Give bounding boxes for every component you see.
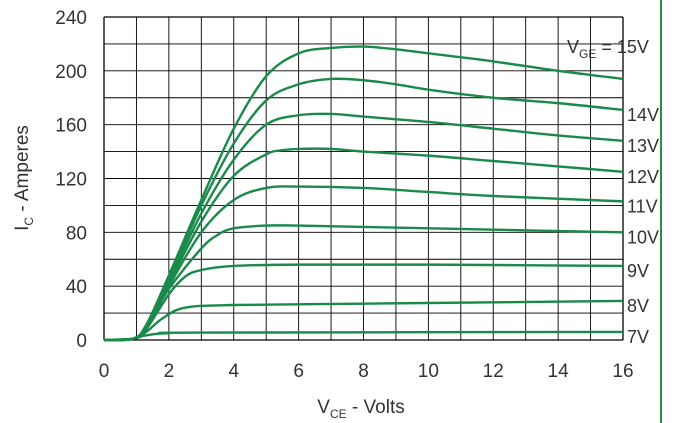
x-tick-label: 12 xyxy=(483,361,504,382)
y-tick-label: 160 xyxy=(55,116,87,137)
curve-label-7V: 7V xyxy=(627,327,649,347)
x-tick-label: 4 xyxy=(228,361,239,382)
x-tick-label: 16 xyxy=(612,361,633,382)
y-tick-label: 80 xyxy=(66,223,87,244)
x-tick-label: 0 xyxy=(99,361,110,382)
curve-label-9V: 9V xyxy=(627,261,649,281)
y-tick-label: 200 xyxy=(55,62,87,83)
curve-label-14V: 14V xyxy=(627,105,659,125)
chart-grid xyxy=(103,16,624,341)
curve-label-vge: VGE = 15V xyxy=(567,37,649,61)
x-tick-label: 2 xyxy=(164,361,175,382)
x-tick-label: 10 xyxy=(418,361,439,382)
curve-label-8V: 8V xyxy=(627,296,649,316)
chart-curves xyxy=(103,45,624,342)
y-tick-label: 120 xyxy=(55,170,87,191)
y-tick-label: 0 xyxy=(76,331,87,352)
curve-label-10V: 10V xyxy=(627,227,659,247)
x-tick-label: 14 xyxy=(548,361,570,382)
y-tick-label: 40 xyxy=(66,277,87,298)
x-tick-label: 8 xyxy=(358,361,369,382)
x-tick-label: 6 xyxy=(293,361,304,382)
curve-label-11V: 11V xyxy=(627,196,658,216)
curve-label-13V: 13V xyxy=(627,136,659,156)
curve-15V xyxy=(103,45,624,342)
y-tick-label: 240 xyxy=(55,8,87,29)
y-axis-title: IC - Amperes xyxy=(12,125,36,231)
chart-curve-labels: 7V 8V 9V 10V 11V 12V 13V 14V VGE = 15V xyxy=(567,37,659,347)
x-axis-title: VCE - Volts xyxy=(317,397,404,421)
curve-label-12V: 12V xyxy=(627,167,659,187)
right-edge-rule xyxy=(660,0,662,423)
